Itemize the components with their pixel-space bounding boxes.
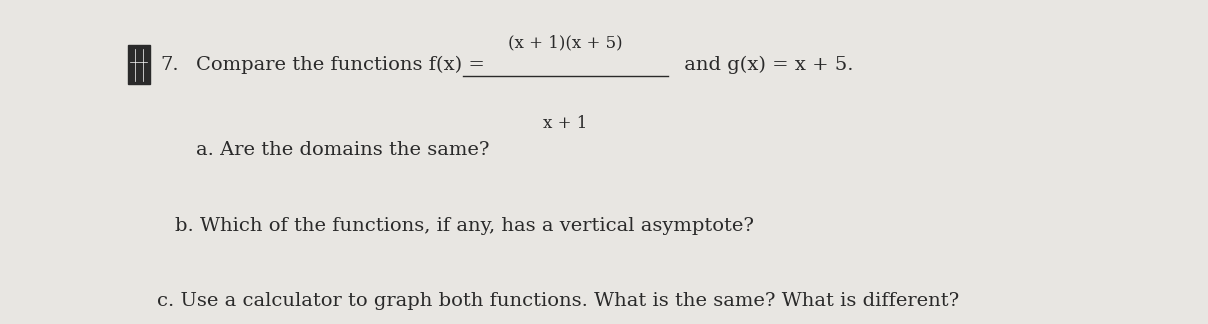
Text: a. Are the domains the same?: a. Are the domains the same? [196, 141, 489, 159]
Text: b. Which of the functions, if any, has a vertical asymptote?: b. Which of the functions, if any, has a… [175, 217, 754, 235]
Text: Compare the functions f(x) =: Compare the functions f(x) = [196, 56, 490, 74]
Text: and g(x) = x + 5.: and g(x) = x + 5. [678, 56, 853, 74]
FancyBboxPatch shape [128, 45, 150, 84]
Text: x + 1: x + 1 [544, 115, 587, 132]
Text: (x + 1)(x + 5): (x + 1)(x + 5) [509, 34, 622, 51]
Text: c. Use a calculator to graph both functions. What is the same? What is different: c. Use a calculator to graph both functi… [157, 292, 959, 310]
Text: 7.: 7. [161, 56, 179, 74]
